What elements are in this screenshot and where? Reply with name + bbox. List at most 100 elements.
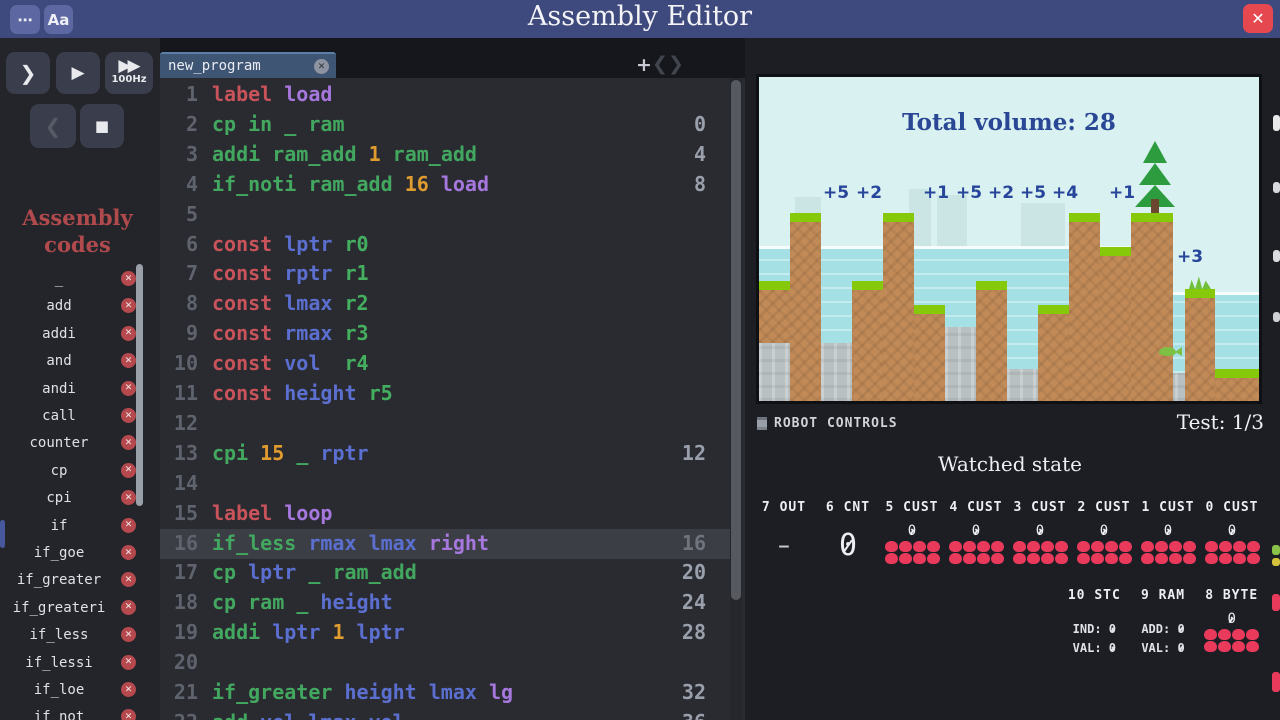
delete-code-button[interactable]: ✕ xyxy=(121,545,136,560)
delete-code-button[interactable]: ✕ xyxy=(121,654,136,670)
step-button[interactable]: ❯ xyxy=(6,52,50,94)
delete-code-button[interactable]: ✕ xyxy=(121,325,136,341)
sidebar-item-label: counter xyxy=(29,435,89,452)
play-button[interactable]: ▶ xyxy=(56,52,100,94)
sidebar-item-label: if_greateri xyxy=(12,599,106,616)
blob-icon xyxy=(1154,541,1168,552)
sidebar-item-call[interactable]: call ✕ xyxy=(0,403,160,430)
next-tab-button[interactable]: ❯ xyxy=(668,53,684,75)
register-6-cnt: 6 CNT 0 xyxy=(816,500,880,564)
blob-icon xyxy=(1012,553,1026,564)
blob-icon xyxy=(1104,541,1118,552)
sidebar-item-if[interactable]: if ✕ xyxy=(0,513,160,540)
stone-column xyxy=(821,343,852,401)
dirt-column xyxy=(1215,378,1259,401)
code-editor[interactable]: 1 label load 2 cp in _ ram 0 3 addi ram_add 1 … xyxy=(160,78,745,720)
sidebar-item-if_loe[interactable]: if_loe ✕ xyxy=(0,677,160,704)
sidebar-item-label: if xyxy=(50,517,68,534)
tab-new-program[interactable]: new_program ✕ xyxy=(160,52,336,80)
register-name: 7 OUT xyxy=(761,500,807,515)
sidebar-item-label: _ xyxy=(54,271,64,287)
sidebar-item-addi[interactable]: addi ✕ xyxy=(0,321,160,348)
sidebar-item-if_greateri[interactable]: if_greateri ✕ xyxy=(0,595,160,622)
test-counter: Test: 1/3 xyxy=(1176,410,1264,434)
code-text: label load xyxy=(212,82,333,106)
edge-fragment xyxy=(1272,672,1280,692)
tree-icon xyxy=(1135,133,1175,213)
zero-value: 0 xyxy=(1109,639,1116,658)
fast-forward-button[interactable]: ▶▶ 100Hz xyxy=(105,52,153,94)
blob-icon xyxy=(1232,641,1246,652)
sidebar-item-cp[interactable]: cp ✕ xyxy=(0,458,160,485)
blob-icon xyxy=(1168,553,1182,564)
editor-scrollbar[interactable] xyxy=(731,80,741,600)
code-line-18: 18 cp ram _ height 24 xyxy=(160,588,730,618)
delete-code-button[interactable]: ✕ xyxy=(121,298,136,314)
delete-code-button[interactable]: ✕ xyxy=(121,380,136,396)
delete-code-button[interactable]: ✕ xyxy=(121,462,136,478)
delete-code-button[interactable]: ✕ xyxy=(121,599,136,615)
sidebar-item-add[interactable]: add ✕ xyxy=(0,293,160,320)
code-line-21: 21 if_greater height lmax lg 32 xyxy=(160,678,730,708)
delete-code-button[interactable]: ✕ xyxy=(121,408,136,423)
sidebar-item-if_goe[interactable]: if_goe ✕ xyxy=(0,540,160,567)
blob-icon xyxy=(1040,541,1054,552)
delete-code-button[interactable]: ✕ xyxy=(121,517,136,533)
sidebar-item-if_not[interactable]: if_not ✕ xyxy=(0,704,160,720)
delete-code-button[interactable]: ✕ xyxy=(121,353,136,369)
game-scene: Total volume: 28 +5 +2 +1 +5 +2 +5 +4 +1 +3 xyxy=(756,74,1262,404)
sidebar-item-if_less[interactable]: if_less ✕ xyxy=(0,622,160,649)
sidebar-item-and[interactable]: and ✕ xyxy=(0,348,160,375)
dirt-column xyxy=(759,290,790,343)
stop-button[interactable]: ■ xyxy=(80,104,124,148)
blob-grid xyxy=(1197,629,1266,652)
blob-icon xyxy=(1090,553,1104,564)
sidebar-item-counter[interactable]: counter ✕ xyxy=(0,430,160,457)
delete-code-button[interactable]: ✕ xyxy=(121,572,136,588)
prev-tab-button[interactable]: ❮ xyxy=(652,53,668,75)
sidebar-item-blank[interactable]: _ ✕ xyxy=(0,266,160,293)
code-line-16: 16 if_less rmax lmax right 16 xyxy=(160,528,730,559)
delete-code-button[interactable]: ✕ xyxy=(121,435,136,451)
line-number: 4 xyxy=(185,171,198,196)
code-text: const rptr r1 xyxy=(212,261,369,286)
sidebar-item-cpi[interactable]: cpi ✕ xyxy=(0,485,160,512)
dirt-column xyxy=(852,290,883,401)
delete-code-button[interactable]: ✕ xyxy=(121,490,136,506)
blob-icon xyxy=(1232,553,1246,564)
blob-icon xyxy=(976,541,990,552)
blob-icon xyxy=(962,553,976,564)
close-button[interactable]: ✕ xyxy=(1243,4,1273,33)
register-name: 6 CNT xyxy=(825,500,871,515)
tab-close-icon: ✕ xyxy=(317,61,326,72)
code-line-10: 10 const vol r4 xyxy=(160,349,730,379)
blob-icon xyxy=(1140,553,1154,564)
delete-code-button[interactable]: ✕ xyxy=(121,709,136,720)
zero-value: 0 xyxy=(1163,523,1173,539)
code-line-5: 5 xyxy=(160,200,730,230)
add-tab-button[interactable]: + xyxy=(636,54,652,76)
sidebar-scrollbar[interactable] xyxy=(136,264,143,506)
sidebar-item-andi[interactable]: andi ✕ xyxy=(0,376,160,403)
zero-value: 0 xyxy=(1177,639,1184,658)
font-size-button[interactable]: Aa xyxy=(44,5,73,34)
volume-plus-label: +2 xyxy=(988,183,1015,203)
back-button[interactable]: ❮ xyxy=(30,104,76,148)
delete-code-button[interactable]: ✕ xyxy=(121,271,136,286)
robot-controls-label: ROBOT CONTROLS xyxy=(774,416,898,431)
sidebar-item-if_lessi[interactable]: if_lessi ✕ xyxy=(0,650,160,677)
blob-icon xyxy=(1182,553,1196,564)
fast-forward-icon: ▶▶ 100Hz xyxy=(111,56,147,86)
watched-registers-row: 7 OUT – 6 CNT 0 5 CUST 0 4 CUST 0 3 CUST 0 2 CUST 0… xyxy=(752,500,1264,564)
blob-icon xyxy=(948,541,962,552)
line-number: 12 xyxy=(173,410,198,435)
tab-close-button[interactable]: ✕ xyxy=(314,59,329,74)
blob-icon xyxy=(1232,541,1246,552)
delete-code-button[interactable]: ✕ xyxy=(121,627,136,643)
blob-icon xyxy=(1168,541,1182,552)
menu-button[interactable]: ⋯ xyxy=(10,5,40,34)
sidebar-item-label: if_less xyxy=(29,627,89,644)
delete-code-button[interactable]: ✕ xyxy=(121,682,136,697)
sidebar-item-if_greater[interactable]: if_greater ✕ xyxy=(0,567,160,594)
